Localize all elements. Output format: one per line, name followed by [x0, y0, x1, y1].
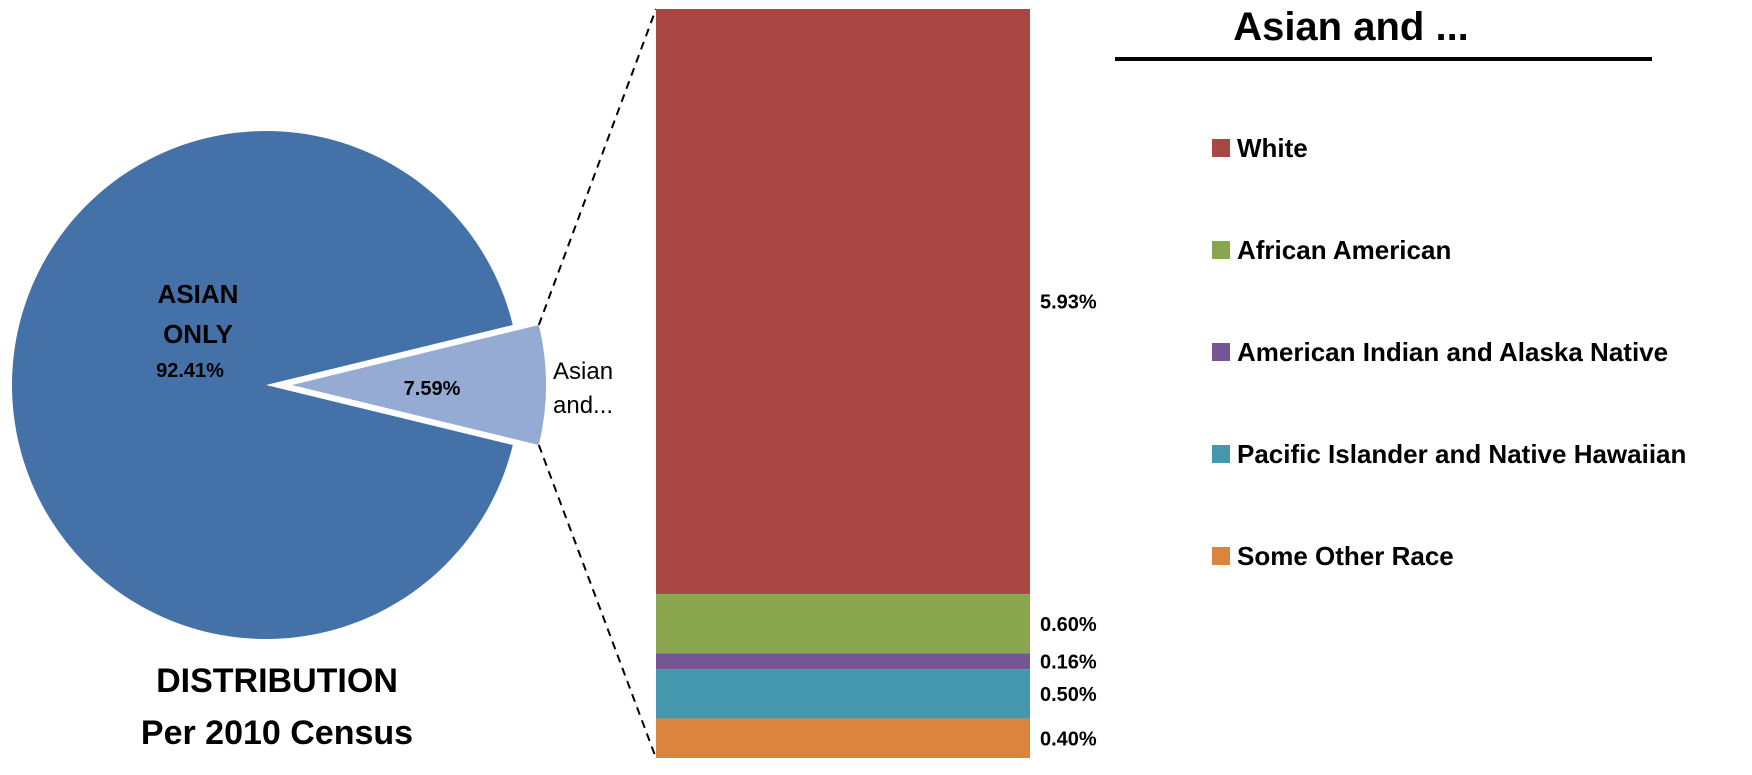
pie-slice-asian-only: [11, 131, 513, 639]
bar-segment-pacific-islander-and-native-hawaiian: [656, 669, 1030, 719]
connector-line-top: [537, 8, 657, 326]
connector-lines: [537, 8, 657, 759]
legend-label-some-other-race: Some Other Race: [1237, 541, 1454, 571]
legend-label-american-indian-and-alaska-native: American Indian and Alaska Native: [1237, 337, 1668, 367]
pie-title-line: DISTRIBUTION: [156, 662, 398, 700]
legend-swatch-african-american: [1212, 241, 1230, 259]
bar-value-label: 0.40%: [1040, 728, 1097, 750]
legend-swatch-pacific-islander-and-native-hawaiian: [1212, 445, 1230, 463]
pie-slice-asian-and: [292, 325, 547, 445]
connector-line-bottom: [537, 444, 657, 759]
bar-segment-american-indian-and-alaska-native: [656, 653, 1030, 670]
pie-value-label: 92.41%: [156, 360, 224, 382]
pie-slice-label: ASIAN: [158, 279, 239, 309]
legend-title: Asian and ...: [1233, 5, 1469, 49]
legend: Asian and ... White African American Americ…: [1115, 5, 1686, 571]
legend-label-white: White: [1237, 133, 1308, 163]
bar-value-label: 5.93%: [1040, 292, 1097, 314]
pie-chart: ASIAN ONLY 92.41% 7.59% Asian and...: [11, 131, 613, 639]
pie-slice-label: ONLY: [163, 319, 233, 349]
bar-segment-white: [656, 9, 1030, 595]
stacked-bar: 5.93% 0.60% 0.16% 0.50% 0.40%: [656, 9, 1097, 758]
pie-title: DISTRIBUTION Per 2010 Census: [141, 662, 413, 752]
bar-value-label: 0.16%: [1040, 651, 1097, 673]
pie-slice-label: and...: [553, 392, 613, 419]
legend-label-pacific-islander-and-native-hawaiian: Pacific Islander and Native Hawaiian: [1237, 439, 1686, 469]
bar-segment-some-other-race: [656, 718, 1030, 758]
bar-segment-african-american: [656, 594, 1030, 654]
pie-slice-label: Asian: [553, 358, 613, 385]
bar-value-label: 0.60%: [1040, 614, 1097, 636]
legend-swatch-american-indian-and-alaska-native: [1212, 343, 1230, 361]
pie-title-line: Per 2010 Census: [141, 714, 413, 752]
legend-label-african-american: African American: [1237, 235, 1451, 265]
bar-value-label: 0.50%: [1040, 684, 1097, 706]
legend-swatch-some-other-race: [1212, 547, 1230, 565]
legend-swatch-white: [1212, 139, 1230, 157]
pie-value-label: 7.59%: [404, 378, 461, 400]
